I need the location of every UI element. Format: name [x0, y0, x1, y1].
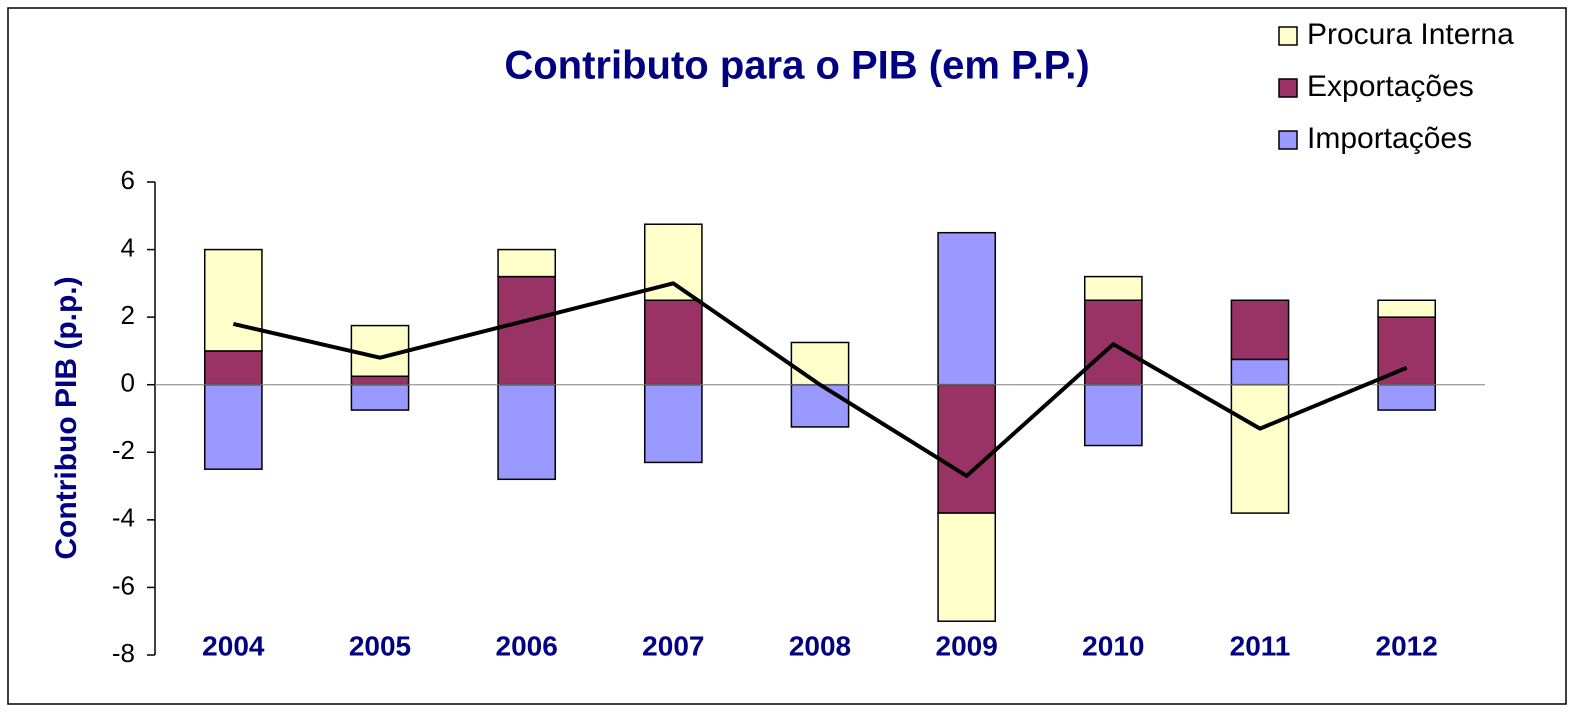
chart-frame [7, 7, 1567, 705]
y-tick-label: -6 [112, 570, 135, 600]
bar-segment [643, 299, 703, 386]
legend-label: Importações [1307, 122, 1472, 155]
y-tick-label: 2 [121, 300, 135, 330]
total-line [232, 281, 1408, 478]
x-tick-label: 2010 [1082, 630, 1144, 661]
x-tick-label: 2011 [1230, 630, 1291, 661]
legend-swatch [1278, 78, 1298, 98]
bar-segment [497, 275, 557, 386]
bar-segment [1230, 358, 1290, 386]
bar-segment [1377, 383, 1437, 411]
bar-segment [203, 383, 263, 470]
legend-swatch [1278, 26, 1298, 46]
bar-segment [1377, 299, 1437, 318]
bar-segment [203, 248, 263, 352]
y-tick-label: -2 [112, 435, 135, 465]
bar-segment [937, 512, 997, 622]
bar-segment [1083, 275, 1143, 302]
x-tick-label: 2007 [642, 630, 704, 661]
bar-segment [790, 383, 850, 428]
y-tick-label: -8 [112, 638, 135, 668]
y-tick-label: 0 [121, 368, 135, 398]
y-axis-label: Contribuo PIB (p.p.) [50, 276, 83, 559]
bar-segment [937, 231, 997, 386]
y-tick-label: -4 [112, 503, 135, 533]
bar-segment [203, 350, 263, 386]
bar-segment [497, 383, 557, 481]
bar-segment [1230, 299, 1290, 361]
bar-segment [937, 383, 997, 514]
x-tick-label: 2005 [349, 630, 411, 661]
bar-segment [643, 383, 703, 464]
bar-segment [350, 375, 410, 386]
bar-segment [350, 383, 410, 411]
legend-label: Exportações [1307, 70, 1474, 103]
x-tick-label: 2004 [202, 630, 265, 661]
bar-segment [1083, 383, 1143, 447]
legend-swatch [1278, 130, 1298, 150]
bar-segment [1230, 383, 1290, 514]
y-tick-label: 4 [121, 232, 135, 262]
x-tick-label: 2009 [936, 630, 998, 661]
bar-segment [790, 341, 850, 386]
x-tick-label: 2006 [496, 630, 558, 661]
x-tick-label: 2008 [789, 630, 851, 661]
bar-segment [497, 248, 557, 278]
legend-label: Procura Interna [1307, 18, 1514, 51]
chart-title: Contributo para o PIB (em P.P.) [504, 44, 1089, 88]
bar-segment [643, 223, 703, 302]
y-tick-label: 6 [121, 165, 135, 195]
x-tick-label: 2012 [1376, 630, 1438, 661]
